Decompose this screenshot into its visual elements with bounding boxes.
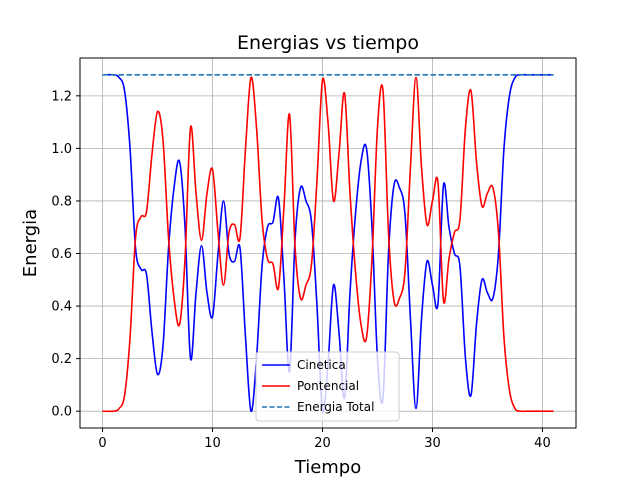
series-line-pontencial (102, 76, 554, 413)
y-tick-label: 0.0 (51, 405, 72, 420)
plot-frame (79, 57, 577, 429)
y-tick-label: 0.2 (51, 352, 72, 367)
x-tick-label: 0 (98, 436, 106, 451)
legend-box (255, 351, 400, 422)
y-tick-label: 0.6 (51, 247, 72, 262)
legend-label-energia-total: Energia Total (297, 400, 374, 414)
x-tick-label: 30 (424, 436, 441, 451)
y-axis-ticks: 0.0 0.2 0.4 0.6 0.8 1.0 1.2 (51, 89, 80, 420)
x-axis-title: Tiempo (294, 457, 362, 478)
y-tick-label: 0.8 (51, 194, 72, 209)
x-tick-label: 20 (314, 436, 331, 451)
chart-title: Energias vs tiempo (237, 32, 419, 54)
legend: Cinetica Pontencial Energia Total (255, 351, 400, 422)
legend-label-cinetica: Cinetica (297, 358, 346, 372)
legend-label-pontencial: Pontencial (297, 379, 359, 393)
y-tick-label: 1.0 (51, 142, 72, 157)
y-axis-title: Energia (20, 209, 41, 277)
x-tick-label: 40 (534, 436, 551, 451)
x-axis-ticks: 0 10 20 30 40 (98, 428, 551, 451)
y-tick-label: 0.4 (51, 300, 72, 315)
y-tick-label: 1.2 (51, 89, 72, 104)
x-tick-label: 10 (204, 436, 221, 451)
